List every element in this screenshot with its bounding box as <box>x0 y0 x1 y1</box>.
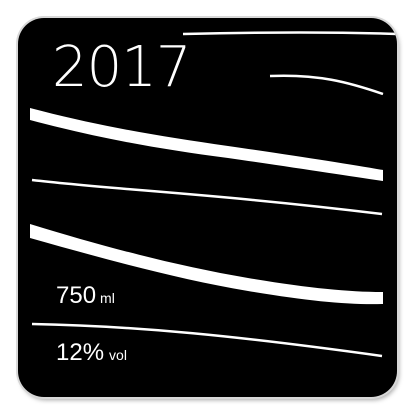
wave-line-top <box>182 31 397 36</box>
abv-text: 12% vol <box>56 341 127 365</box>
wave-line-bottom <box>31 322 383 358</box>
volume-text: 750 ml <box>56 284 115 308</box>
wave-decoration <box>30 31 397 358</box>
abv-value: 12% <box>56 339 105 366</box>
wave-line-middle <box>31 178 383 216</box>
wave-band-2 <box>30 224 383 305</box>
volume-unit: ml <box>100 290 115 306</box>
volume-value: 750 <box>56 282 97 309</box>
vintage-year: 2017 <box>52 35 192 100</box>
abv-unit: vol <box>109 347 127 363</box>
wave-band-1 <box>30 108 383 181</box>
wine-label-card: 2017 750 ml 12% vol <box>18 18 397 397</box>
wave-line-year <box>269 74 384 96</box>
